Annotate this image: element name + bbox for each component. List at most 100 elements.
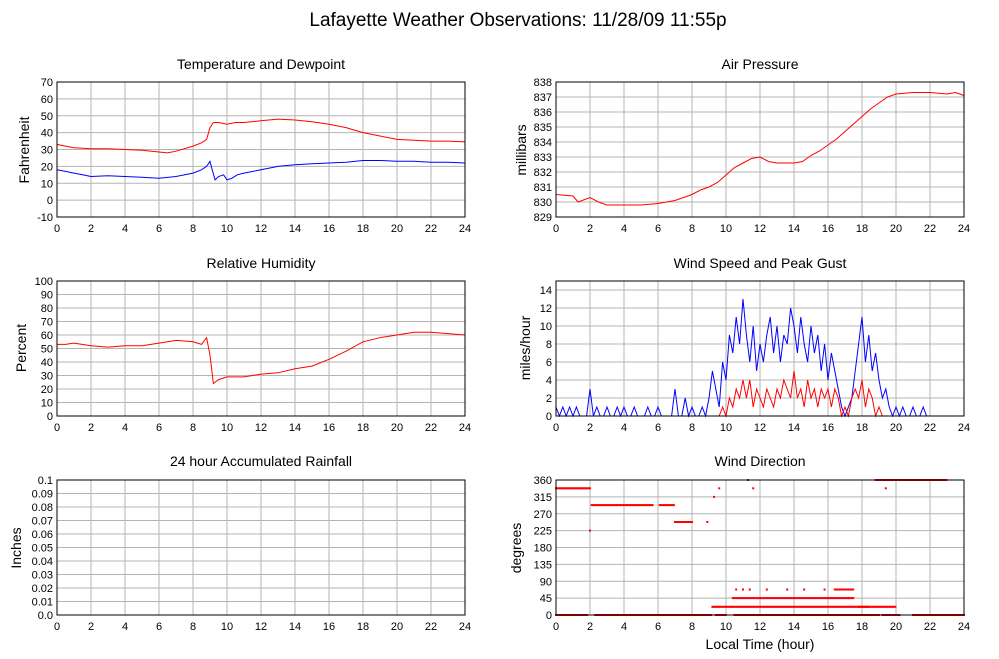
direction-point [744, 605, 747, 608]
direction-point [786, 588, 789, 591]
direction-point [634, 504, 637, 507]
direction-point [833, 605, 836, 608]
direction-point [806, 597, 809, 600]
y-tick-label: 50 [41, 344, 53, 356]
chart-title: Air Pressure [721, 56, 798, 72]
direction-point [770, 605, 772, 608]
direction-point [843, 597, 846, 600]
direction-point [590, 504, 593, 507]
direction-point [746, 605, 748, 608]
direction-point [606, 504, 609, 507]
x-tick-label: 0 [54, 621, 60, 633]
direction-point [767, 597, 770, 600]
direction-point [833, 597, 836, 600]
direction-point [584, 487, 587, 490]
direction-point [757, 597, 760, 600]
direction-point [785, 605, 788, 608]
x-tick-label: 0 [553, 223, 559, 235]
direction-point [792, 597, 795, 600]
plot-frame [56, 479, 466, 616]
direction-point [789, 597, 792, 600]
direction-point [743, 605, 746, 608]
y-tick-label: 837 [534, 92, 552, 104]
direction-point [884, 487, 887, 490]
direction-point [586, 487, 589, 490]
direction-point [811, 597, 814, 600]
x-tick-label: 18 [856, 621, 868, 633]
direction-point [799, 597, 802, 600]
y-tick-label: 0.04 [32, 556, 53, 568]
x-tick-label: 2 [88, 422, 94, 434]
x-tick-label: 20 [391, 422, 403, 434]
direction-point [852, 597, 855, 600]
direction-point [760, 597, 763, 600]
direction-point [787, 605, 789, 608]
x-tick-label: 14 [788, 422, 800, 434]
x-tick-label: 4 [122, 621, 128, 633]
y-tick-label: 0.1 [38, 475, 53, 487]
direction-point [733, 597, 736, 600]
direction-point [805, 605, 808, 608]
x-tick-label: 8 [689, 422, 695, 434]
direction-point [847, 597, 850, 600]
y-tick-label: 45 [540, 593, 552, 605]
direction-point [802, 597, 805, 600]
y-tick-label: 30 [41, 145, 53, 157]
direction-point [572, 487, 574, 490]
x-tick-label: 16 [323, 223, 335, 235]
direction-point [838, 588, 840, 591]
x-tick-label: 4 [621, 422, 627, 434]
x-tick-label: 12 [255, 422, 267, 434]
x-tick-label: 16 [822, 223, 834, 235]
direction-point [863, 605, 866, 608]
direction-point [838, 597, 840, 600]
direction-point [777, 605, 780, 608]
direction-point [746, 597, 748, 600]
direction-point [855, 605, 857, 608]
x-tick-label: 10 [720, 621, 732, 633]
direction-point [683, 521, 686, 523]
x-tick-label: 10 [221, 621, 233, 633]
direction-point [849, 597, 852, 600]
direction-point [576, 487, 579, 490]
grid [57, 480, 465, 615]
direction-point [641, 504, 644, 507]
y-tick-label: 2 [546, 393, 552, 405]
y-tick-label: 100 [35, 276, 53, 288]
direction-point [801, 597, 804, 600]
direction-point [733, 605, 736, 608]
x-tick-label: 20 [890, 422, 902, 434]
direction-point [846, 588, 849, 591]
y-tick-label: 20 [41, 161, 53, 173]
direction-point [815, 597, 818, 600]
direction-point [675, 521, 678, 523]
x-tick-label: 14 [289, 422, 301, 434]
direction-point [727, 605, 729, 608]
x-tick-label: 2 [587, 422, 593, 434]
direction-point [610, 504, 613, 507]
direction-point [609, 504, 612, 507]
direction-point [836, 588, 839, 591]
x-tick-label: 6 [655, 621, 661, 633]
direction-point [752, 487, 755, 490]
direction-point [885, 605, 888, 608]
y-tick-label: 12 [540, 303, 552, 315]
direction-point [795, 597, 798, 600]
y-tick-label: 135 [534, 559, 552, 571]
plot-frame [555, 479, 965, 616]
y-tick-label: 70 [41, 317, 53, 329]
direction-point [813, 605, 816, 608]
direction-point [742, 588, 744, 591]
direction-point [835, 588, 838, 591]
direction-point [581, 487, 584, 490]
chart-title: Relative Humidity [207, 255, 316, 271]
direction-point [819, 605, 822, 608]
x-tick-label: 20 [391, 223, 403, 235]
direction-point [853, 605, 856, 608]
y-tick-label: 8 [546, 339, 552, 351]
y-tick-label: 10 [540, 321, 552, 333]
x-tick-label: 20 [890, 223, 902, 235]
direction-point [884, 605, 887, 608]
